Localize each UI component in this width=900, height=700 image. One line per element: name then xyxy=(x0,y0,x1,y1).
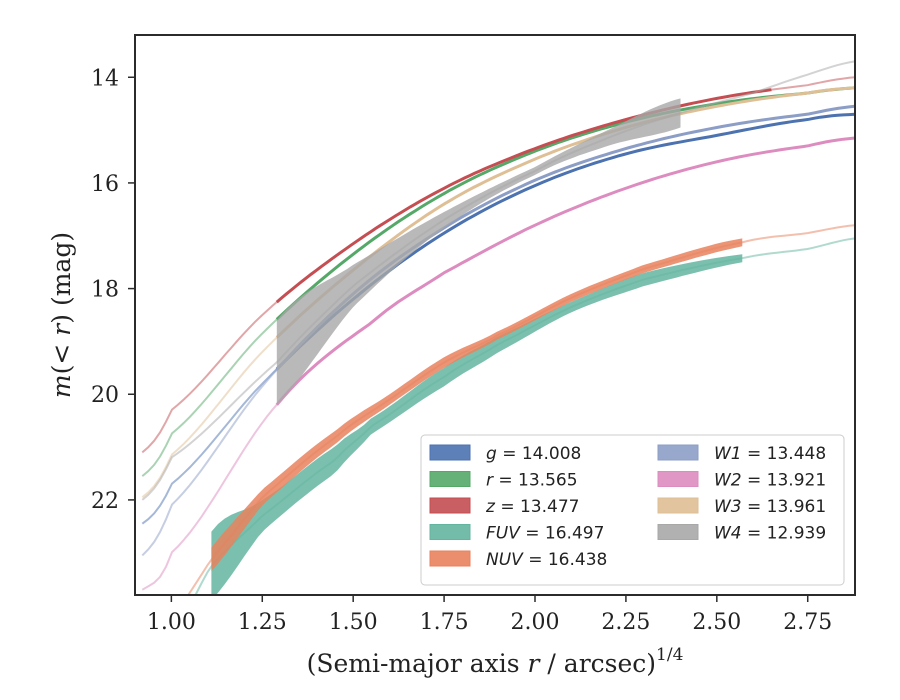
series-z xyxy=(141,76,855,454)
series-z-line xyxy=(275,88,772,304)
y-tick-label: 20 xyxy=(91,383,119,408)
legend-label-z: z = 13.477 xyxy=(485,497,579,517)
legend-swatch-r xyxy=(429,471,471,487)
x-axis-title: (Semi-major axis r / arcsec)1/4 xyxy=(307,645,684,678)
legend-label-nuv: NUV = 16.438 xyxy=(486,550,607,570)
x-tick-label: 1.00 xyxy=(147,610,196,635)
legend: g = 14.008 r = 13.565 z = 13.477 FUV = 16.4… xyxy=(420,434,845,586)
series-fuv xyxy=(194,237,855,595)
series-w2-line xyxy=(275,136,855,406)
legend-label-g: g = 14.008 xyxy=(486,444,581,464)
legend-swatch-w1 xyxy=(657,444,699,461)
legend-swatch-w4 xyxy=(657,524,699,540)
plot-frame xyxy=(134,34,856,596)
y-tick-label: 14 xyxy=(91,66,119,91)
legend-swatch-w3 xyxy=(657,497,699,514)
legend-swatch-fuv xyxy=(429,524,471,540)
series-w4-band xyxy=(276,98,681,405)
series-z-extrapolated-line xyxy=(141,76,855,454)
x-axis: 1.00 1.25 1.50 1.75 2.00 2.25 2.50 2.75 xyxy=(147,595,832,635)
legend-label-w4: W4 = 12.939 xyxy=(714,524,826,544)
series-nuv xyxy=(186,224,855,595)
series-r xyxy=(141,86,855,477)
legend-box xyxy=(420,434,845,586)
x-tick-label: 2.25 xyxy=(601,610,650,635)
series-w4 xyxy=(141,60,855,501)
y-tick-label: 16 xyxy=(91,172,119,197)
legend-swatch-nuv xyxy=(429,550,471,567)
legend-swatch-g xyxy=(429,444,471,461)
x-tick-label: 1.25 xyxy=(238,610,287,635)
legend-label-fuv: FUV = 16.497 xyxy=(486,524,604,544)
y-tick-label: 22 xyxy=(91,489,119,514)
x-tick-label: 1.50 xyxy=(329,610,378,635)
x-tick-label: 1.75 xyxy=(420,610,469,635)
series-r-extrapolated-line xyxy=(141,86,855,477)
series-w4-extrapolated-line xyxy=(141,60,855,501)
legend-label-w2: W2 = 13.921 xyxy=(714,471,826,491)
legend-label-r: r = 13.565 xyxy=(486,471,578,491)
x-tick-label: 2.50 xyxy=(692,610,741,635)
y-tick-label: 18 xyxy=(91,278,119,303)
legend-swatch-z xyxy=(429,497,471,514)
x-tick-label: 2.00 xyxy=(511,610,560,635)
legend-label-w3: W3 = 13.961 xyxy=(714,497,826,517)
series-w2 xyxy=(141,136,855,591)
y-axis-title: m(< r) (mag) xyxy=(47,232,76,398)
chart-curves xyxy=(141,60,855,595)
y-axis: 14 16 18 20 22 xyxy=(91,66,135,514)
x-tick-label: 2.75 xyxy=(783,610,832,635)
legend-swatch-w2 xyxy=(657,471,699,487)
legend-label-w1: W1 = 13.448 xyxy=(714,444,826,464)
